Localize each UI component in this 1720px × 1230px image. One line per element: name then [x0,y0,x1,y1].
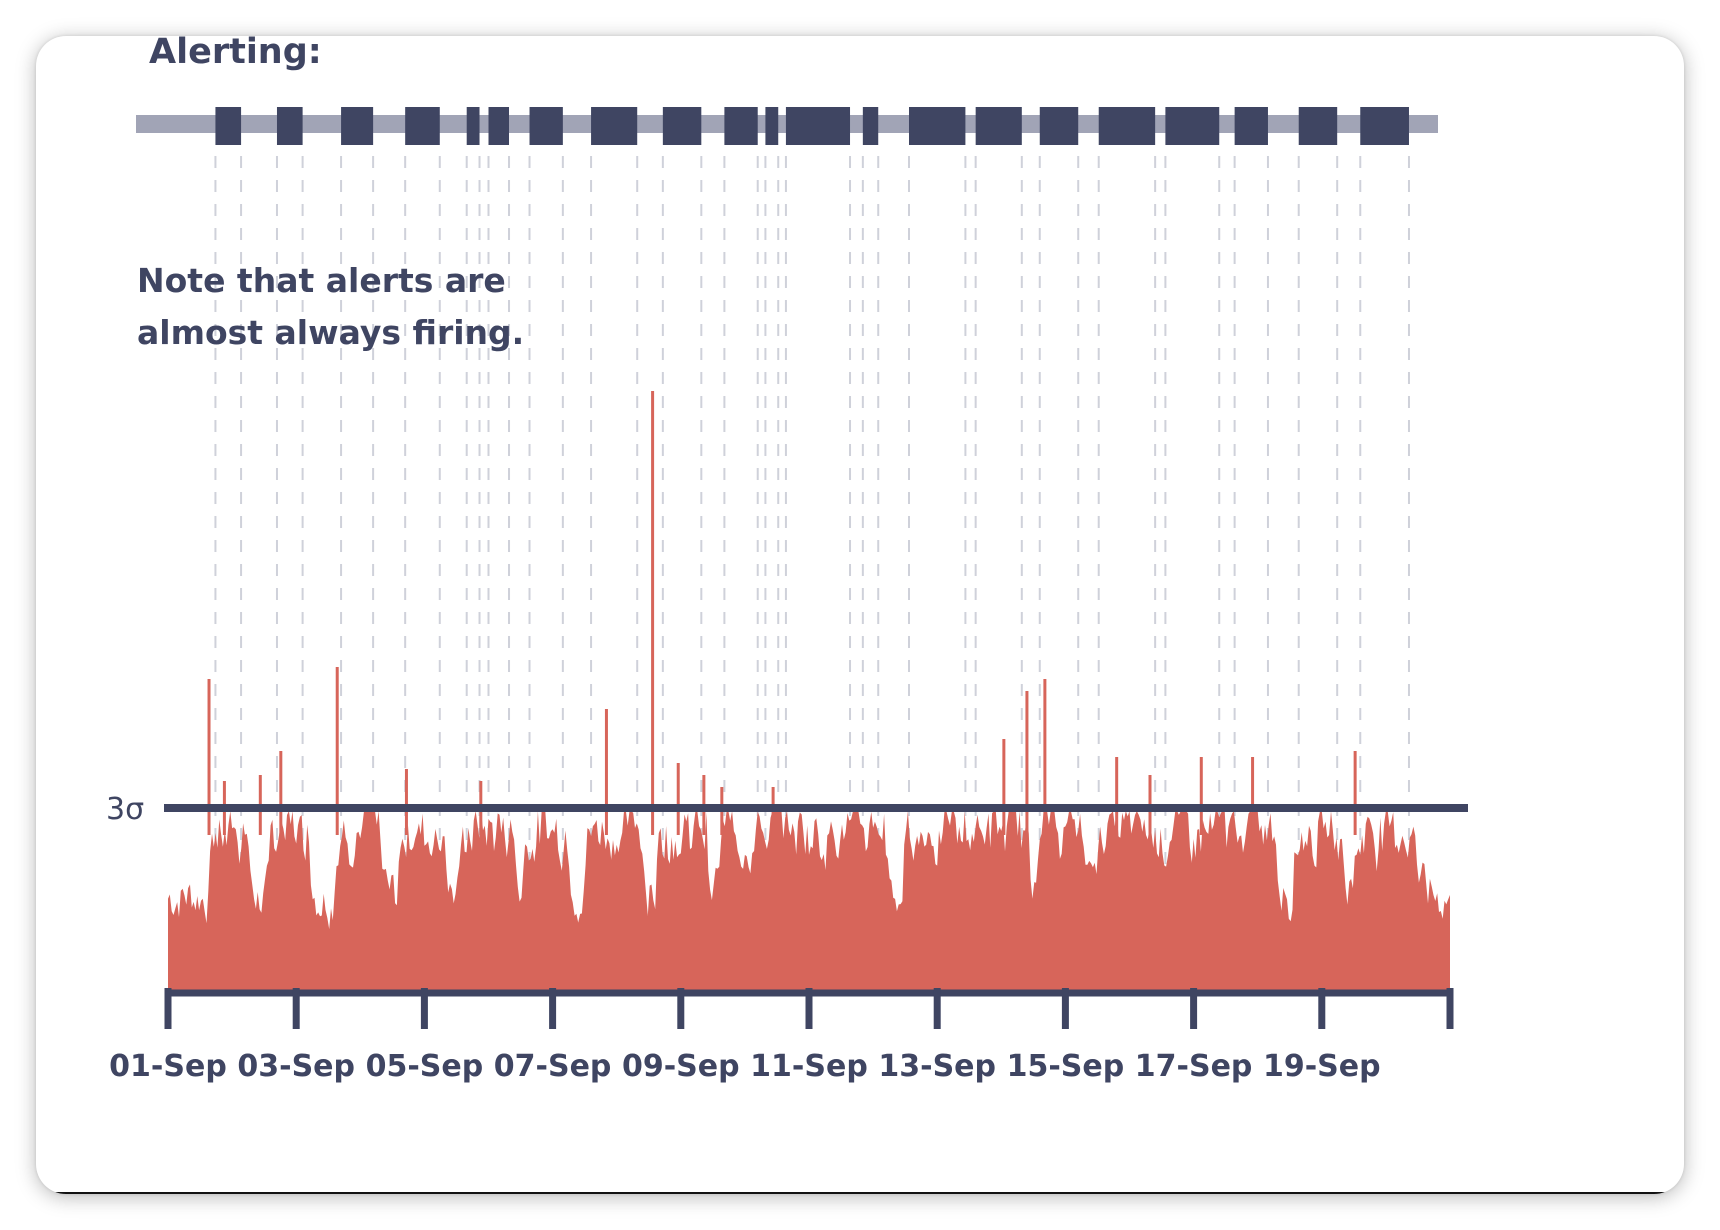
alert-guide-lines [214,156,1410,986]
chart-card: Alerting: Note that alerts are almost al… [36,36,1684,1194]
x-tick-label-6: 13-Sep [878,1049,996,1084]
alert-window-1 [276,107,303,145]
x-tick-label-5: 11-Sep [750,1049,868,1084]
x-tick-label-4: 09-Sep [622,1049,740,1084]
alert-window-19 [1298,107,1338,145]
alert-window-11 [785,107,851,145]
x-tick-label-3: 07-Sep [494,1049,612,1084]
alert-window-13 [908,107,966,145]
alert-window-14 [975,107,1022,145]
alert-window-20 [1360,107,1409,145]
alert-window-0 [215,107,242,145]
x-tick-label-2: 05-Sep [366,1049,484,1084]
threshold-label: 3σ [106,792,144,827]
alerting-label: Alerting: [149,36,322,72]
alert-blocks [215,107,1409,145]
alert-window-3 [405,107,440,145]
alert-window-18 [1234,107,1268,145]
alert-window-16 [1098,107,1156,145]
annotation-line-2: almost always firing. [137,313,524,352]
x-tick-label-9: 19-Sep [1263,1049,1381,1084]
alert-window-4 [466,107,480,145]
alert-window-6 [529,107,563,145]
alert-window-7 [591,107,638,145]
x-tick-label-7: 15-Sep [1007,1049,1125,1084]
x-axis-tick-labels: 01-Sep 03-Sep 05-Sep 07-Sep 09-Sep 11-Sep 13-S… [109,1049,1380,1084]
alert-window-8 [662,107,702,145]
alert-window-9 [724,107,758,145]
x-tick-label-8: 17-Sep [1135,1049,1253,1084]
alert-window-2 [341,107,374,145]
alert-window-17 [1165,107,1220,145]
alert-window-5 [488,107,510,145]
alert-window-12 [862,107,879,145]
x-tick-label-0: 01-Sep [109,1049,227,1084]
annotation-line-1: Note that alerts are [137,261,506,300]
alert-window-10 [765,107,779,145]
x-axis-ticks [164,988,1454,1029]
alert-window-15 [1039,107,1079,145]
alerting-chart: Alerting: Note that alerts are almost al… [106,36,1468,1084]
x-tick-label-1: 03-Sep [237,1049,355,1084]
metric-spikes [207,391,1357,835]
card-bottom-border [36,1192,1684,1194]
metric-area [168,811,1450,991]
